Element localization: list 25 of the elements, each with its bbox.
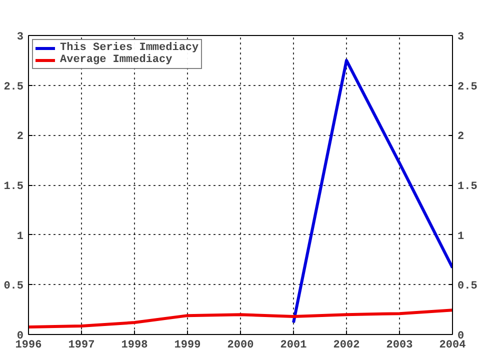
y-tick-label: 1 <box>16 230 24 243</box>
line-series <box>292 58 452 324</box>
y2-tick-label: 2.5 <box>458 81 478 94</box>
x-tick-label: 1996 <box>15 340 42 350</box>
legend-label: Average Immediacy <box>60 54 172 66</box>
y2-tick-label: 3 <box>458 32 464 44</box>
x-tick-label: 2003 <box>386 340 414 350</box>
x-tick-label: 2002 <box>333 340 360 350</box>
x-tick-label: 1998 <box>121 340 148 350</box>
x-tick-label: 1999 <box>174 340 201 350</box>
legend-label: This Series Immediacy <box>60 42 199 54</box>
y-tick-label: 1.5 <box>4 181 24 193</box>
y-tick-label: 3 <box>16 32 24 44</box>
y2-tick-label: 1.5 <box>458 181 478 193</box>
y-tick-label: 0.5 <box>4 280 24 293</box>
x-tick-label: 1997 <box>68 340 95 350</box>
line-series <box>28 308 452 329</box>
x-tick-label: 2004 <box>439 340 466 350</box>
y2-tick-label: 1 <box>458 230 464 243</box>
y2-tick-label: 2 <box>458 131 464 144</box>
y-tick-label: 2 <box>16 131 24 144</box>
x-tick-label: 2000 <box>227 340 254 350</box>
x-tick-label: 2001 <box>280 340 308 350</box>
y2-tick-label: 0.5 <box>458 280 478 293</box>
y-tick-label: 2.5 <box>4 81 24 94</box>
